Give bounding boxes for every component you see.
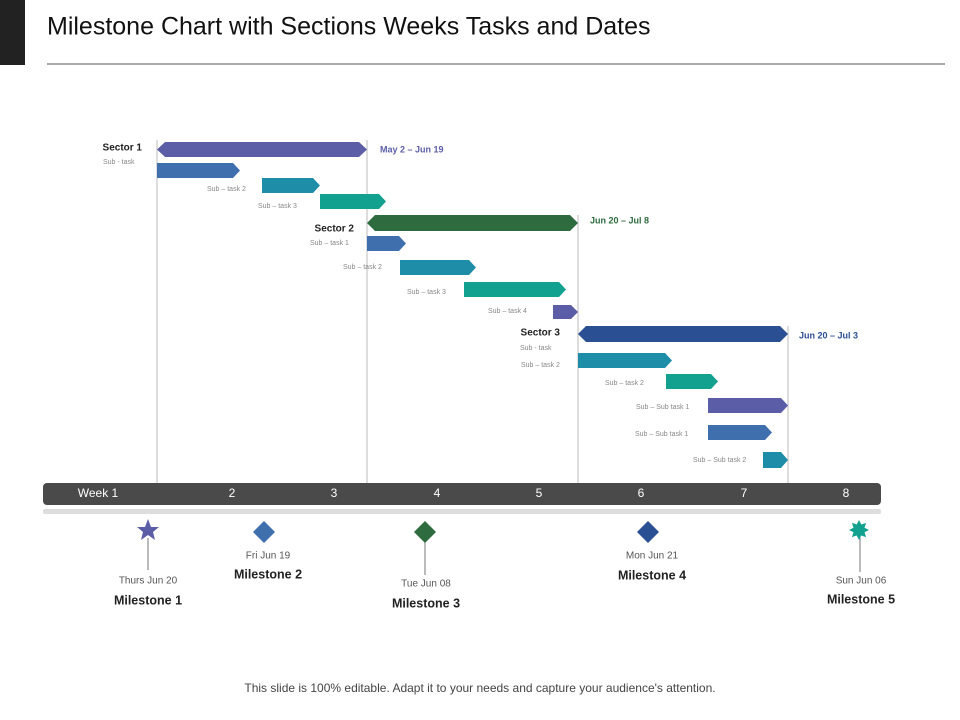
task-bar: [708, 425, 772, 440]
milestone-date: Thurs Jun 20: [119, 576, 178, 587]
sector-range: Jun 20 – Jul 8: [590, 215, 649, 225]
task-label: Sub – task 4: [488, 308, 527, 315]
milestone-diamond: [253, 521, 275, 543]
milestone-name: Milestone 3: [392, 596, 460, 610]
week-labels: Week 1 2 3 4 5 6 7 8: [78, 486, 850, 500]
task-bar: [320, 194, 386, 209]
task-label: Sub – task 1: [310, 240, 349, 247]
milestone-star: [137, 519, 159, 540]
milestone-name: Milestone 4: [618, 568, 686, 582]
milestone-name: Milestone 1: [114, 593, 182, 607]
milestone-name: Milestone 5: [827, 592, 895, 606]
week-label: 5: [536, 486, 543, 500]
milestone-diamond: [637, 521, 659, 543]
milestone-burst: [849, 520, 869, 540]
task-bar: [400, 260, 476, 275]
sector-label: Sector 2: [315, 224, 355, 235]
task-label: Sub – task 3: [407, 289, 446, 296]
sector-range: May 2 – Jun 19: [380, 144, 444, 154]
guides: [156, 140, 789, 483]
task-label: Sub – Sub task 1: [636, 404, 689, 411]
task-label: Sub - task: [103, 159, 135, 166]
week-label: 4: [434, 486, 441, 500]
sector-label: Sector 3: [521, 328, 561, 339]
week-label: 2: [229, 486, 236, 500]
task-label: Sub – task 2: [521, 362, 560, 369]
title-block: [0, 0, 25, 65]
task-bar: [578, 353, 672, 368]
sector-arrow: [157, 142, 367, 157]
task-bar: [367, 236, 406, 251]
task-bar: [763, 452, 788, 468]
task-label: Sub – task 2: [343, 264, 382, 271]
task-bar: [157, 163, 240, 178]
milestone-name: Milestone 2: [234, 567, 302, 581]
sector-arrow: [367, 215, 578, 231]
sector-arrow: [578, 326, 788, 342]
milestone-date: Sun Jun 06: [836, 576, 887, 587]
week-label: 7: [741, 486, 748, 500]
milestone-date: Tue Jun 08: [401, 579, 451, 590]
timeline: [43, 483, 881, 505]
milestone-date: Fri Jun 19: [246, 551, 291, 562]
task-label: Sub – task 3: [258, 203, 297, 210]
week-label: 6: [638, 486, 645, 500]
task-label: Sub – task 2: [605, 380, 644, 387]
week-label: 8: [843, 486, 850, 500]
week-label: Week 1: [78, 486, 119, 500]
sector-label: Sector 1: [103, 143, 143, 154]
task-bar: [666, 374, 718, 389]
task-label: Sub - task: [520, 345, 552, 352]
task-label: Sub – task 2: [207, 186, 246, 193]
title: Milestone Chart with Sections Weeks Task…: [47, 13, 651, 41]
task-bar: [553, 305, 578, 319]
task-label: Sub – Sub task 1: [635, 431, 688, 438]
sector-range: Jun 20 – Jul 3: [799, 330, 858, 340]
milestone-date: Mon Jun 21: [626, 551, 679, 562]
task-bar: [708, 398, 788, 413]
task-bar: [262, 178, 320, 193]
task-label: Sub – Sub task 2: [693, 457, 746, 464]
week-label: 3: [331, 486, 338, 500]
milestone-diamond: [414, 521, 436, 543]
timeline-shadow: [43, 509, 881, 514]
task-bar: [464, 282, 566, 297]
footer: This slide is 100% editable. Adapt it to…: [244, 681, 715, 695]
